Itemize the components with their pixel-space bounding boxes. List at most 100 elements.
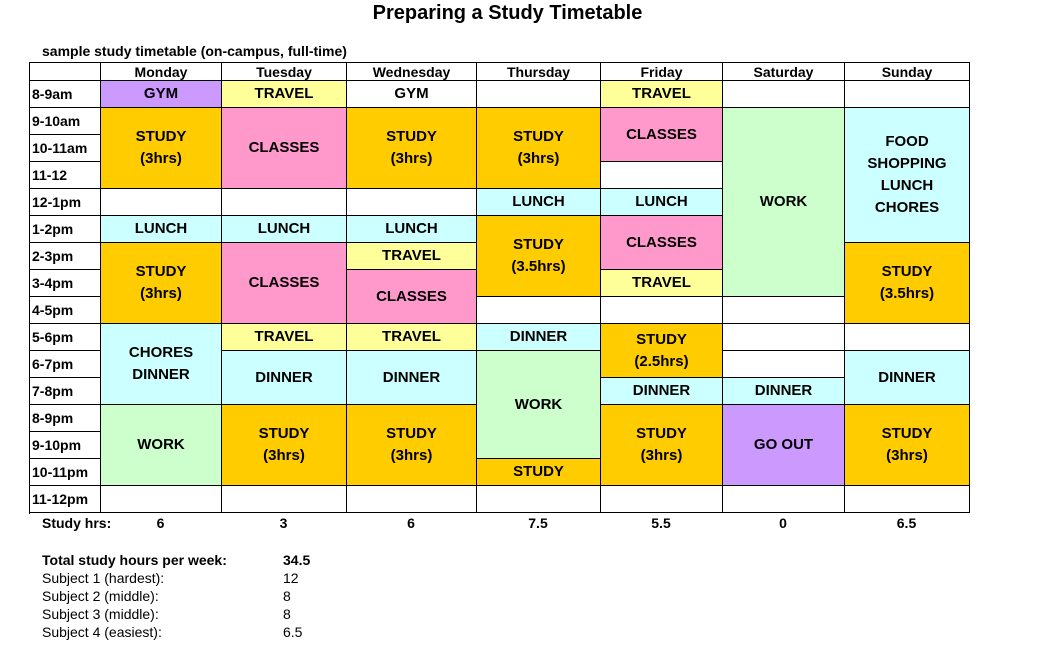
schedule-block-classes: CLASSES xyxy=(601,216,723,270)
day-header-thursday: Thursday xyxy=(477,63,601,81)
time-label: 1-2pm xyxy=(30,216,101,243)
schedule-block-study: STUDY (3hrs) xyxy=(601,405,723,486)
day-header-tuesday: Tuesday xyxy=(222,63,347,81)
schedule-block-empty xyxy=(723,351,845,378)
schedule-block-travel: TRAVEL xyxy=(347,243,477,270)
block-text: LUNCH xyxy=(512,193,565,210)
schedule-block-study: STUDY (3.5hrs) xyxy=(477,216,601,297)
subject-1-value: 12 xyxy=(283,570,299,586)
schedule-block-dinner: DINNER xyxy=(601,378,723,405)
block-text: DINNER xyxy=(132,366,190,383)
schedule-block-empty xyxy=(347,486,477,513)
block-text: FOOD xyxy=(885,133,929,150)
schedule-block-dinner: DINNER xyxy=(845,351,970,405)
block-text: STUDY xyxy=(636,425,687,442)
block-text: STUDY xyxy=(386,425,437,442)
block-text: (3hrs) xyxy=(390,447,433,464)
schedule-block-chores: CHORES DINNER xyxy=(101,324,222,405)
schedule-block-work: WORK xyxy=(723,108,845,297)
schedule-block-empty xyxy=(723,297,845,324)
time-label: 8-9pm xyxy=(30,405,101,432)
block-text: TRAVEL xyxy=(632,274,691,291)
study-hours-value: 0 xyxy=(779,515,787,531)
block-text: DINNER xyxy=(632,382,691,399)
schedule-block-empty xyxy=(845,81,970,108)
schedule-block-travel: TRAVEL xyxy=(601,270,723,297)
block-text: STUDY xyxy=(135,128,187,145)
schedule-block-empty xyxy=(601,162,723,189)
block-text: GYM xyxy=(143,85,179,102)
schedule-block-study: STUDY (3hrs) xyxy=(347,405,477,486)
schedule-block-study: STUDY (3hrs) xyxy=(347,108,477,189)
block-text: DINNER xyxy=(509,328,568,345)
schedule-block-empty xyxy=(845,324,970,351)
schedule-block-empty xyxy=(101,486,222,513)
time-label: 8-9am xyxy=(30,81,101,108)
block-text: (3hrs) xyxy=(390,150,433,167)
time-label: 10-11am xyxy=(30,135,101,162)
block-text: (3hrs) xyxy=(517,150,560,167)
block-text: DINNER xyxy=(878,368,936,386)
block-text: STUDY xyxy=(135,263,187,280)
time-label: 5-6pm xyxy=(30,324,101,351)
study-hours-value: 3 xyxy=(279,515,288,531)
block-text: (3.5hrs) xyxy=(879,285,935,302)
schedule-block-gym: GYM xyxy=(347,81,477,108)
block-text: STUDY xyxy=(258,425,310,442)
subject-2-value: 8 xyxy=(283,588,291,604)
block-text: LUNCH xyxy=(134,220,188,237)
time-label: 6-7pm xyxy=(30,351,101,378)
block-text: CHORES xyxy=(874,199,940,216)
block-text: (3.5hrs) xyxy=(511,258,566,275)
schedule-block-dinner: DINNER xyxy=(347,351,477,405)
block-text: (2.5hrs) xyxy=(634,352,689,370)
time-label: 2-3pm xyxy=(30,243,101,270)
schedule-block-food: FOOD SHOPPING LUNCH CHORES xyxy=(845,108,970,243)
day-header-monday: Monday xyxy=(101,63,222,81)
subject-1-label: Subject 1 (hardest): xyxy=(42,570,165,586)
block-text: CLASSES xyxy=(376,287,447,305)
timetable-grid: Monday Tuesday Wednesday Thursday Friday Satu… xyxy=(29,62,970,514)
subject-4-label: Subject 4 (easiest): xyxy=(42,624,162,640)
schedule-block-travel: TRAVEL xyxy=(601,81,723,108)
schedule-block-gym: GYM xyxy=(101,81,222,108)
schedule-block-classes: CLASSES xyxy=(222,243,347,324)
block-text: CLASSES xyxy=(248,139,320,156)
schedule-block-empty xyxy=(222,486,347,513)
schedule-block-go-out: GO OUT xyxy=(723,405,845,486)
block-text: WORK xyxy=(759,193,808,210)
block-text: (3hrs) xyxy=(886,447,928,464)
study-hours-value: 6 xyxy=(407,515,415,531)
schedule-block-study: STUDY xyxy=(477,459,601,486)
schedule-block-study: STUDY (2.5hrs) xyxy=(601,324,723,378)
block-text: GO OUT xyxy=(753,436,814,453)
subject-4-value: 6.5 xyxy=(283,624,303,640)
block-text: STUDY xyxy=(636,330,687,348)
schedule-block-work: WORK xyxy=(101,405,222,486)
block-text: LUNCH xyxy=(635,193,688,210)
schedule-block-dinner: DINNER xyxy=(477,324,601,351)
schedule-block-empty xyxy=(601,297,723,324)
block-text: STUDY xyxy=(513,463,564,480)
block-text: CLASSES xyxy=(626,233,697,251)
schedule-block-empty xyxy=(477,486,601,513)
block-text: CLASSES xyxy=(248,274,320,291)
schedule-block-empty xyxy=(845,486,970,513)
schedule-block-classes: CLASSES xyxy=(347,270,477,324)
schedule-block-lunch: LUNCH xyxy=(347,216,477,243)
block-text: WORK xyxy=(514,395,563,413)
day-header-wednesday: Wednesday xyxy=(347,63,477,81)
schedule-block-lunch: LUNCH xyxy=(222,216,347,243)
schedule-block-empty xyxy=(723,486,845,513)
subject-3-label: Subject 3 (middle): xyxy=(42,606,159,622)
schedule-block-study: STUDY (3hrs) xyxy=(845,405,970,486)
time-label: 9-10am xyxy=(30,108,101,135)
block-text: TRAVEL xyxy=(382,247,441,264)
study-hours-value: 6 xyxy=(156,515,165,531)
day-header-sunday: Sunday xyxy=(845,63,970,81)
block-text: STUDY xyxy=(881,263,933,280)
block-text: SHOPPING xyxy=(867,155,947,172)
schedule-block-lunch: LUNCH xyxy=(477,189,601,216)
time-label: 11-12 xyxy=(30,162,101,189)
block-text: CLASSES xyxy=(626,125,697,143)
